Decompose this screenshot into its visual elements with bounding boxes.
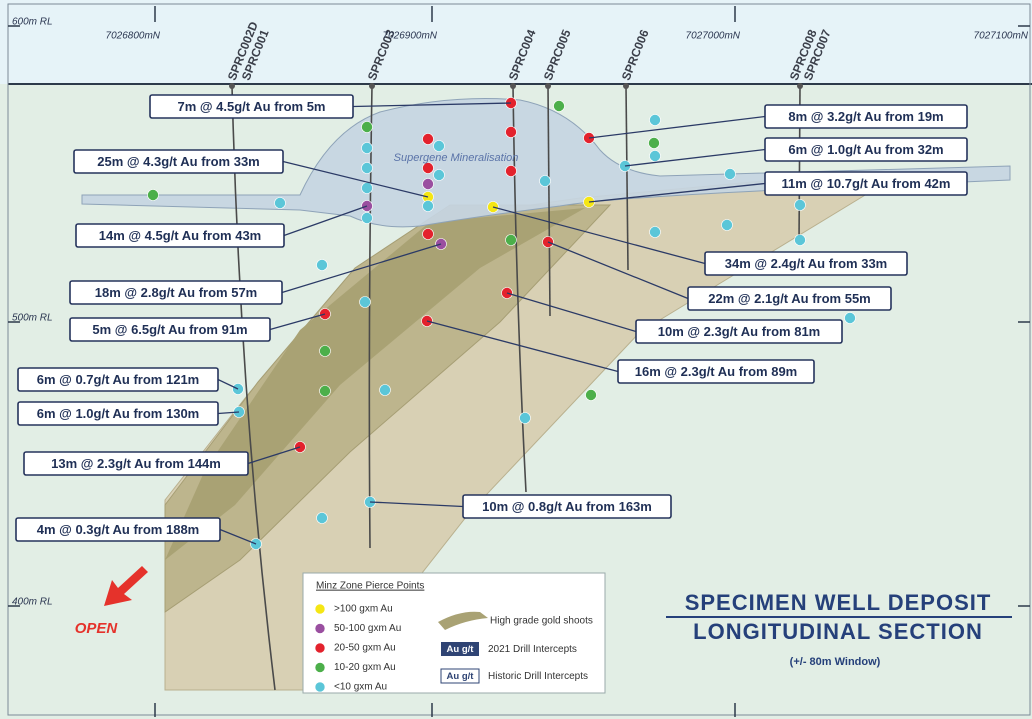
title-line1: SPECIMEN WELL DEPOSIT xyxy=(685,590,992,615)
pierce-point xyxy=(423,229,434,240)
pierce-point xyxy=(148,190,159,201)
pierce-point xyxy=(650,115,661,126)
pierce-point xyxy=(360,297,371,308)
legend-item: 20-50 gxm Au xyxy=(334,643,396,654)
pierce-point xyxy=(362,122,373,133)
legend-item: >100 gxm Au xyxy=(334,604,393,615)
historic-label: Historic Drill Intercepts xyxy=(488,671,588,682)
intercept-label: 7m @ 4.5g/t Au from 5m xyxy=(177,99,325,114)
pierce-point xyxy=(506,127,517,138)
pierce-point xyxy=(317,513,328,524)
pierce-point xyxy=(540,176,551,187)
intercept-label: 14m @ 4.5g/t Au from 43m xyxy=(99,228,261,243)
intercept-label: 6m @ 0.7g/t Au from 121m xyxy=(37,372,199,387)
pierce-point xyxy=(650,227,661,238)
legend-shoots: High grade gold shoots xyxy=(490,616,593,627)
pierce-point xyxy=(434,170,445,181)
intercept-label: 11m @ 10.7g/t Au from 42m xyxy=(782,176,951,191)
pierce-point xyxy=(320,346,331,357)
new-key: Au g/t xyxy=(447,644,475,655)
pierce-point xyxy=(423,201,434,212)
intercept-label: 6m @ 1.0g/t Au from 130m xyxy=(37,406,199,421)
pierce-point xyxy=(275,198,286,209)
pierce-point xyxy=(520,413,531,424)
pierce-point xyxy=(380,385,391,396)
northing-label: 7027000mN xyxy=(686,31,741,42)
title-line2: LONGITUDINAL SECTION xyxy=(693,619,983,644)
legend-item: 50-100 gxm Au xyxy=(334,623,401,634)
northing-label: 7026800mN xyxy=(106,31,161,42)
legend-dot xyxy=(315,604,325,614)
legend-dot xyxy=(315,624,325,634)
pierce-point xyxy=(649,138,660,149)
pierce-point xyxy=(586,390,597,401)
open-label: OPEN xyxy=(75,620,119,637)
pierce-point xyxy=(845,313,856,324)
legend-dot xyxy=(315,663,325,673)
intercept-label: 18m @ 2.8g/t Au from 57m xyxy=(95,285,257,300)
legend-title: Minz Zone Pierce Points xyxy=(316,581,424,592)
pierce-point xyxy=(423,163,434,174)
pierce-point xyxy=(795,235,806,246)
pierce-point xyxy=(506,166,517,177)
pierce-point xyxy=(725,169,736,180)
intercept-label: 10m @ 0.8g/t Au from 163m xyxy=(482,499,652,514)
pierce-point xyxy=(362,213,373,224)
pierce-point xyxy=(423,179,434,190)
zone-label: Supergene Mineralisation xyxy=(394,152,519,164)
pierce-point xyxy=(795,200,806,211)
pierce-point xyxy=(362,143,373,154)
elevation-label: 600m RL xyxy=(12,17,53,28)
subtitle: (+/- 80m Window) xyxy=(790,656,881,668)
northing-label: 7027100mN xyxy=(974,31,1029,42)
intercept-label: 22m @ 2.1g/t Au from 55m xyxy=(708,291,870,306)
intercept-label: 8m @ 3.2g/t Au from 19m xyxy=(788,109,943,124)
historic-key: Au g/t xyxy=(447,671,475,682)
pierce-point xyxy=(320,386,331,397)
legend: Minz Zone Pierce Points High grade gold … xyxy=(303,573,605,693)
new-label: 2021 Drill Intercepts xyxy=(488,644,577,655)
northing-label: 7026900mN xyxy=(383,31,438,42)
intercept-label: 5m @ 6.5g/t Au from 91m xyxy=(92,322,247,337)
intercept-label: 34m @ 2.4g/t Au from 33m xyxy=(725,256,887,271)
intercept-label: 10m @ 2.3g/t Au from 81m xyxy=(658,324,820,339)
pierce-point xyxy=(650,151,661,162)
intercept-label: 13m @ 2.3g/t Au from 144m xyxy=(51,456,221,471)
pierce-point xyxy=(362,163,373,174)
pierce-point xyxy=(506,235,517,246)
legend-dot xyxy=(315,643,325,653)
pierce-point xyxy=(554,101,565,112)
intercept-label: 25m @ 4.3g/t Au from 33m xyxy=(97,154,259,169)
pierce-point xyxy=(362,183,373,194)
legend-item: 10-20 gxm Au xyxy=(334,662,396,673)
elevation-label: 400m RL xyxy=(12,597,53,608)
legend-item: <10 gxm Au xyxy=(334,682,387,693)
pierce-point xyxy=(434,141,445,152)
elevation-label: 500m RL xyxy=(12,313,53,324)
legend-dot xyxy=(315,682,325,692)
intercept-label: 4m @ 0.3g/t Au from 188m xyxy=(37,522,199,537)
pierce-point xyxy=(317,260,328,271)
pierce-point xyxy=(423,134,434,145)
section-diagram: SPRC002DSPRC001SPRC003SPRC004SPRC005SPRC… xyxy=(0,0,1032,719)
intercept-label: 16m @ 2.3g/t Au from 89m xyxy=(635,364,797,379)
pierce-point xyxy=(722,220,733,231)
intercept-label: 6m @ 1.0g/t Au from 32m xyxy=(788,142,943,157)
